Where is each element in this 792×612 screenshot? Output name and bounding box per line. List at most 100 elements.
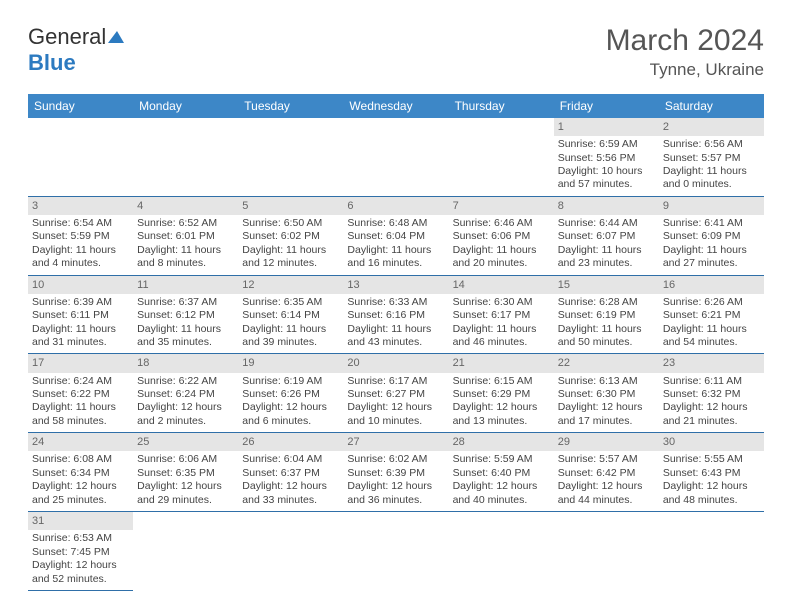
sunrise-line: Sunrise: 6:46 AM (453, 217, 550, 230)
day-number: 30 (659, 433, 764, 451)
day-info: Sunrise: 6:02 AMSunset: 6:39 PMDaylight:… (347, 453, 444, 507)
day-number: 4 (133, 197, 238, 215)
calendar-row: 10Sunrise: 6:39 AMSunset: 6:11 PMDayligh… (28, 275, 764, 354)
sunset-line: Sunset: 6:22 PM (32, 388, 129, 401)
day-number: 7 (449, 197, 554, 215)
sunrise-line: Sunrise: 6:53 AM (32, 532, 129, 545)
day-info: Sunrise: 6:22 AMSunset: 6:24 PMDaylight:… (137, 375, 234, 429)
daylight-line: Daylight: 12 hours and 44 minutes. (558, 480, 655, 507)
daylight-line: Daylight: 11 hours and 43 minutes. (347, 323, 444, 350)
daylight-line: Daylight: 11 hours and 39 minutes. (242, 323, 339, 350)
daylight-line: Daylight: 11 hours and 23 minutes. (558, 244, 655, 271)
day-number: 24 (28, 433, 133, 451)
day-info: Sunrise: 6:19 AMSunset: 6:26 PMDaylight:… (242, 375, 339, 429)
sunset-line: Sunset: 6:14 PM (242, 309, 339, 322)
sunset-line: Sunset: 6:27 PM (347, 388, 444, 401)
sunrise-line: Sunrise: 6:37 AM (137, 296, 234, 309)
sunrise-line: Sunrise: 6:24 AM (32, 375, 129, 388)
day-cell: 6Sunrise: 6:48 AMSunset: 6:04 PMDaylight… (343, 196, 448, 275)
day-cell: 7Sunrise: 6:46 AMSunset: 6:06 PMDaylight… (449, 196, 554, 275)
sunset-line: Sunset: 6:37 PM (242, 467, 339, 480)
daylight-line: Daylight: 12 hours and 10 minutes. (347, 401, 444, 428)
daylight-line: Daylight: 11 hours and 54 minutes. (663, 323, 760, 350)
sunrise-line: Sunrise: 6:04 AM (242, 453, 339, 466)
day-cell: 21 Sunrise: 6:15 AMSunset: 6:29 PMDayligh… (449, 354, 554, 433)
day-info: Sunrise: 6:11 AMSunset: 6:32 PMDaylight:… (663, 375, 760, 429)
daylight-line: Daylight: 11 hours and 35 minutes. (137, 323, 234, 350)
calendar-row: 3Sunrise: 6:54 AMSunset: 5:59 PMDaylight… (28, 196, 764, 275)
day-number: 15 (554, 276, 659, 294)
day-cell: 4Sunrise: 6:52 AMSunset: 6:01 PMDaylight… (133, 196, 238, 275)
day-number: 21 (449, 354, 554, 372)
sunrise-line: Sunrise: 6:59 AM (558, 138, 655, 151)
day-cell: 27 Sunrise: 6:02 AMSunset: 6:39 PMDayligh… (343, 433, 448, 512)
sunrise-line: Sunrise: 6:39 AM (32, 296, 129, 309)
day-number: 25 (133, 433, 238, 451)
day-info: Sunrise: 6:44 AMSunset: 6:07 PMDaylight:… (558, 217, 655, 271)
day-number: 1 (554, 118, 659, 136)
day-info: Sunrise: 5:59 AMSunset: 6:40 PMDaylight:… (453, 453, 550, 507)
day-number: 17 (28, 354, 133, 372)
weekday-header: Friday (554, 94, 659, 118)
daylight-line: Daylight: 12 hours and 40 minutes. (453, 480, 550, 507)
daylight-line: Daylight: 12 hours and 25 minutes. (32, 480, 129, 507)
day-number: 28 (449, 433, 554, 451)
daylight-line: Daylight: 11 hours and 46 minutes. (453, 323, 550, 350)
sunset-line: Sunset: 6:02 PM (242, 230, 339, 243)
day-number: 8 (554, 197, 659, 215)
day-info: Sunrise: 6:41 AMSunset: 6:09 PMDaylight:… (663, 217, 760, 271)
sunrise-line: Sunrise: 6:48 AM (347, 217, 444, 230)
sunrise-line: Sunrise: 6:06 AM (137, 453, 234, 466)
day-number: 11 (133, 276, 238, 294)
sunrise-line: Sunrise: 6:26 AM (663, 296, 760, 309)
sunrise-line: Sunrise: 6:08 AM (32, 453, 129, 466)
day-number: 9 (659, 197, 764, 215)
day-cell: 24Sunrise: 6:08 AMSunset: 6:34 PMDayligh… (28, 433, 133, 512)
sunrise-line: Sunrise: 6:22 AM (137, 375, 234, 388)
day-cell: 1 Sunrise: 6:59 AMSunset: 5:56 PMDaylight… (554, 118, 659, 196)
daylight-line: Daylight: 12 hours and 6 minutes. (242, 401, 339, 428)
sunset-line: Sunset: 6:19 PM (558, 309, 655, 322)
sunrise-line: Sunrise: 6:28 AM (558, 296, 655, 309)
day-info: Sunrise: 6:50 AMSunset: 6:02 PMDaylight:… (242, 217, 339, 271)
sunset-line: Sunset: 6:12 PM (137, 309, 234, 322)
sunset-line: Sunset: 5:56 PM (558, 152, 655, 165)
day-info: Sunrise: 6:15 AMSunset: 6:29 PMDaylight:… (453, 375, 550, 429)
empty-cell (449, 118, 554, 196)
sunset-line: Sunset: 6:40 PM (453, 467, 550, 480)
day-number: 22 (554, 354, 659, 372)
daylight-line: Daylight: 12 hours and 17 minutes. (558, 401, 655, 428)
weekday-header: Tuesday (238, 94, 343, 118)
calendar-row: 24Sunrise: 6:08 AMSunset: 6:34 PMDayligh… (28, 433, 764, 512)
day-number: 19 (238, 354, 343, 372)
daylight-line: Daylight: 10 hours and 57 minutes. (558, 165, 655, 192)
sunrise-line: Sunrise: 6:52 AM (137, 217, 234, 230)
day-number: 5 (238, 197, 343, 215)
day-info: Sunrise: 6:39 AMSunset: 6:11 PMDaylight:… (32, 296, 129, 350)
day-cell: 2Sunrise: 6:56 AMSunset: 5:57 PMDaylight… (659, 118, 764, 196)
weekday-header: Wednesday (343, 94, 448, 118)
sunrise-line: Sunrise: 6:15 AM (453, 375, 550, 388)
logo-sail-icon (106, 24, 126, 38)
sunset-line: Sunset: 5:59 PM (32, 230, 129, 243)
empty-cell (659, 512, 764, 591)
day-number: 27 (343, 433, 448, 451)
sunset-line: Sunset: 6:04 PM (347, 230, 444, 243)
title: March 2024 Tynne, Ukraine (606, 24, 764, 80)
day-cell: 30Sunrise: 5:55 AMSunset: 6:43 PMDayligh… (659, 433, 764, 512)
day-cell: 25Sunrise: 6:06 AMSunset: 6:35 PMDayligh… (133, 433, 238, 512)
weekday-header: Sunday (28, 94, 133, 118)
sunrise-line: Sunrise: 6:50 AM (242, 217, 339, 230)
day-cell: 5 Sunrise: 6:50 AMSunset: 6:02 PMDaylight… (238, 196, 343, 275)
sunset-line: Sunset: 6:35 PM (137, 467, 234, 480)
day-cell: 13Sunrise: 6:33 AMSunset: 6:16 PMDayligh… (343, 275, 448, 354)
day-info: Sunrise: 6:33 AMSunset: 6:16 PMDaylight:… (347, 296, 444, 350)
sunset-line: Sunset: 6:43 PM (663, 467, 760, 480)
logo-part1: General (28, 24, 106, 49)
day-number: 3 (28, 197, 133, 215)
empty-cell (343, 118, 448, 196)
day-cell: 3Sunrise: 6:54 AMSunset: 5:59 PMDaylight… (28, 196, 133, 275)
empty-cell (133, 512, 238, 591)
empty-cell (554, 512, 659, 591)
day-cell: 20Sunrise: 6:17 AMSunset: 6:27 PMDayligh… (343, 354, 448, 433)
